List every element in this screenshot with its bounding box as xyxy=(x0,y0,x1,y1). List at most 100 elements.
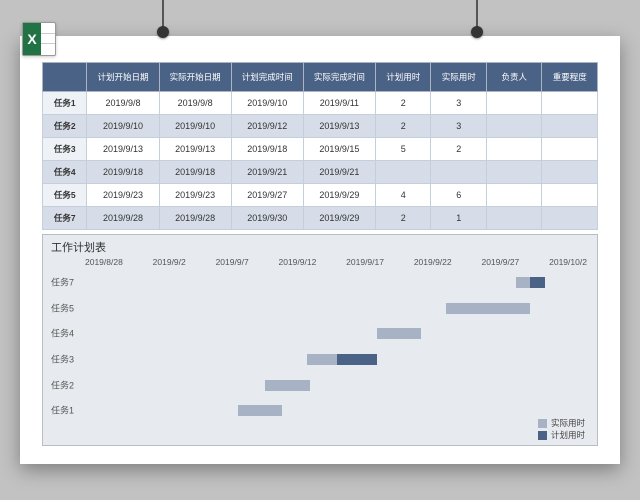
table-cell xyxy=(542,138,598,161)
binder-clip-left xyxy=(155,0,171,40)
table-cell: 1 xyxy=(431,207,487,230)
table-cell: 2019/9/28 xyxy=(159,207,231,230)
table-cell xyxy=(486,161,542,184)
x-tick: 2019/9/22 xyxy=(414,257,452,267)
table-cell: 2019/9/27 xyxy=(231,184,303,207)
row-header: 任务2 xyxy=(43,115,87,138)
table-cell xyxy=(542,207,598,230)
table-cell: 3 xyxy=(431,92,487,115)
spreadsheet-sheet: 计划开始日期实际开始日期计划完成时间实际完成时间计划用时实际用时负责人重要程度 … xyxy=(20,36,620,464)
bar-actual xyxy=(516,277,531,288)
table-row: 任务72019/9/282019/9/282019/9/302019/9/292… xyxy=(43,207,598,230)
x-tick: 2019/9/2 xyxy=(153,257,186,267)
table-row: 任务52019/9/232019/9/232019/9/272019/9/294… xyxy=(43,184,598,207)
table-cell: 2019/9/18 xyxy=(231,138,303,161)
table-cell: 2019/9/12 xyxy=(231,115,303,138)
table-cell: 5 xyxy=(375,138,431,161)
bar-actual xyxy=(446,303,530,314)
table-cell: 2 xyxy=(375,207,431,230)
table-row: 任务22019/9/102019/9/102019/9/122019/9/132… xyxy=(43,115,598,138)
table-cell: 2019/9/29 xyxy=(303,207,375,230)
table-cell: 2019/9/13 xyxy=(159,138,231,161)
table-cell: 2019/9/13 xyxy=(303,115,375,138)
table-cell xyxy=(486,92,542,115)
row-header: 任务5 xyxy=(43,184,87,207)
row-header: 任务7 xyxy=(43,207,87,230)
table-cell: 2 xyxy=(375,92,431,115)
y-label: 任务4 xyxy=(51,327,74,340)
col-header: 计划完成时间 xyxy=(231,63,303,92)
table-cell: 2019/9/13 xyxy=(87,138,159,161)
table-cell xyxy=(542,161,598,184)
col-header: 重要程度 xyxy=(542,63,598,92)
x-tick: 2019/9/17 xyxy=(346,257,384,267)
table-cell: 2019/9/28 xyxy=(87,207,159,230)
plan-table: 计划开始日期实际开始日期计划完成时间实际完成时间计划用时实际用时负责人重要程度 … xyxy=(42,62,598,230)
table-cell: 2019/9/15 xyxy=(303,138,375,161)
chart-legend: 实际用时 计划用时 xyxy=(538,417,585,441)
table-cell: 2019/9/8 xyxy=(159,92,231,115)
x-tick: 2019/9/12 xyxy=(279,257,317,267)
table-cell: 2019/9/21 xyxy=(231,161,303,184)
table-cell: 2019/9/10 xyxy=(159,115,231,138)
bar-actual xyxy=(265,380,310,391)
bar-actual xyxy=(307,354,337,365)
row-header: 任务4 xyxy=(43,161,87,184)
x-tick: 2019/8/28 xyxy=(85,257,123,267)
table-cell xyxy=(486,138,542,161)
table-cell: 2019/9/29 xyxy=(303,184,375,207)
col-header: 负责人 xyxy=(486,63,542,92)
excel-icon: X xyxy=(22,22,56,56)
table-cell xyxy=(375,161,431,184)
binder-clip-right xyxy=(469,0,485,40)
col-header: 实际用时 xyxy=(431,63,487,92)
table-cell: 4 xyxy=(375,184,431,207)
table-cell: 2 xyxy=(431,138,487,161)
col-header: 计划开始日期 xyxy=(87,63,159,92)
col-header: 实际完成时间 xyxy=(303,63,375,92)
table-cell: 2019/9/10 xyxy=(231,92,303,115)
bar-actual xyxy=(377,328,422,339)
table-row: 任务42019/9/182019/9/182019/9/212019/9/21 xyxy=(43,161,598,184)
legend-actual: 实际用时 xyxy=(551,417,585,429)
table-cell xyxy=(431,161,487,184)
table-cell: 2019/9/23 xyxy=(87,184,159,207)
bar-actual xyxy=(238,405,283,416)
table-row: 任务32019/9/132019/9/132019/9/182019/9/155… xyxy=(43,138,598,161)
table-cell: 2019/9/23 xyxy=(159,184,231,207)
col-header: 计划用时 xyxy=(375,63,431,92)
gantt-chart: 工作计划表 2019/8/28 2019/9/2 2019/9/7 2019/9/12… xyxy=(42,234,598,446)
row-header: 任务3 xyxy=(43,138,87,161)
row-header: 任务1 xyxy=(43,92,87,115)
table-row: 任务12019/9/82019/9/82019/9/102019/9/1123 xyxy=(43,92,598,115)
chart-title: 工作计划表 xyxy=(51,239,589,255)
chart-plot-area xyxy=(89,269,585,423)
table-cell: 2019/9/8 xyxy=(87,92,159,115)
table-cell: 2019/9/18 xyxy=(159,161,231,184)
table-cell xyxy=(542,184,598,207)
y-label: 任务1 xyxy=(51,404,74,417)
table-cell: 2019/9/11 xyxy=(303,92,375,115)
y-label: 任务7 xyxy=(51,275,74,288)
table-cell: 2019/9/21 xyxy=(303,161,375,184)
table-cell xyxy=(486,115,542,138)
table-cell: 2019/9/30 xyxy=(231,207,303,230)
y-label: 任务2 xyxy=(51,378,74,391)
x-tick: 2019/9/27 xyxy=(481,257,519,267)
table-cell: 3 xyxy=(431,115,487,138)
table-cell xyxy=(542,92,598,115)
table-cell: 2 xyxy=(375,115,431,138)
table-cell xyxy=(542,115,598,138)
table-cell xyxy=(486,207,542,230)
col-header xyxy=(43,63,87,92)
table-cell: 2019/9/10 xyxy=(87,115,159,138)
x-tick: 2019/9/7 xyxy=(216,257,249,267)
col-header: 实际开始日期 xyxy=(159,63,231,92)
y-label: 任务3 xyxy=(51,352,74,365)
legend-plan: 计划用时 xyxy=(551,429,585,441)
chart-x-axis: 2019/8/28 2019/9/2 2019/9/7 2019/9/12 2019/9… xyxy=(51,257,589,267)
table-cell: 2019/9/18 xyxy=(87,161,159,184)
x-tick: 2019/10/2 xyxy=(549,257,587,267)
table-cell: 6 xyxy=(431,184,487,207)
y-label: 任务5 xyxy=(51,301,74,314)
